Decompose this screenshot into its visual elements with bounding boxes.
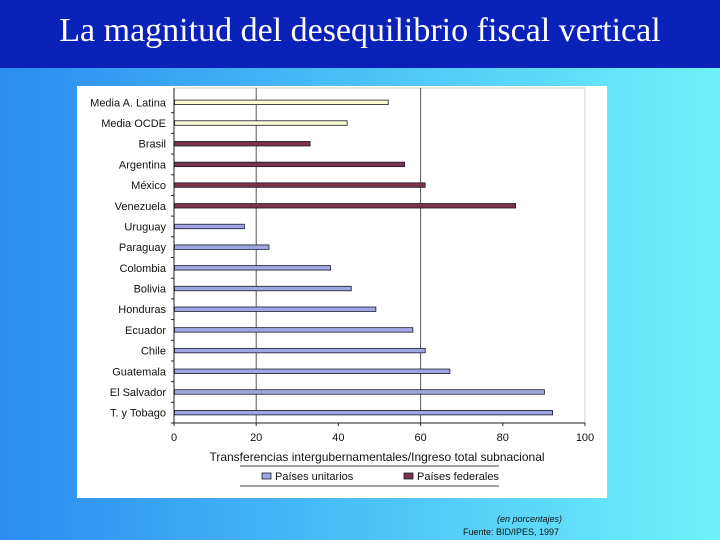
legend-label-federales: Países federales [417, 471, 499, 483]
x-tick-label: 60 [414, 432, 426, 444]
legend-swatch-federales [403, 472, 414, 480]
bar [174, 285, 352, 292]
legend-label-unitarios: Países unitarios [275, 471, 354, 483]
bar [174, 99, 389, 105]
category-label: Venezuela [115, 201, 167, 213]
bar [174, 410, 554, 416]
bar [174, 161, 406, 168]
category-label: Ecuador [125, 325, 166, 337]
category-label: Guatemala [112, 366, 167, 378]
bar [174, 265, 332, 271]
category-label: Uruguay [124, 221, 166, 233]
source-note: Fuente: BID/IPES, 1997 [463, 527, 560, 537]
bar [174, 306, 377, 312]
chart-panel: Media A. Latina Media OCDE Brasil Argentina… [77, 86, 607, 498]
bar [174, 347, 426, 354]
units-note: (en porcentajes) [497, 514, 563, 524]
category-label: Media OCDE [101, 118, 166, 130]
bar [174, 141, 311, 147]
bar [174, 182, 426, 188]
bar [174, 120, 348, 126]
bar [174, 244, 270, 250]
x-tick-label: 0 [171, 432, 177, 444]
category-label: Chile [141, 346, 166, 358]
legend-swatch-unitarios [261, 472, 272, 480]
x-tick-label: 80 [497, 432, 509, 444]
title-bar [0, 0, 720, 68]
x-axis-label: Transferencias intergubernamentales/Ingr… [209, 450, 544, 464]
x-tick-label: 100 [576, 432, 594, 444]
bar [174, 223, 245, 230]
bar-chart: Media A. Latina Media OCDE Brasil Argentina… [90, 87, 594, 487]
x-tick-label: 20 [250, 432, 262, 444]
bar [174, 389, 545, 395]
category-label: Media A. Latina [90, 97, 167, 109]
category-label: Bolivia [134, 284, 167, 296]
x-tick-label: 40 [332, 432, 344, 444]
bar [174, 368, 451, 374]
category-label: México [131, 180, 166, 192]
category-label: Brasil [138, 139, 166, 151]
category-label: T. y Tobago [110, 408, 166, 420]
category-label: Honduras [118, 304, 166, 316]
slide-title: La magnitud del desequilibrio fiscal ver… [59, 12, 661, 49]
category-label: Colombia [120, 263, 167, 275]
category-label: Argentina [119, 159, 167, 171]
category-label: El Salvador [110, 387, 167, 399]
bar [174, 327, 414, 333]
bar [174, 203, 517, 209]
category-label: Paraguay [119, 242, 167, 254]
